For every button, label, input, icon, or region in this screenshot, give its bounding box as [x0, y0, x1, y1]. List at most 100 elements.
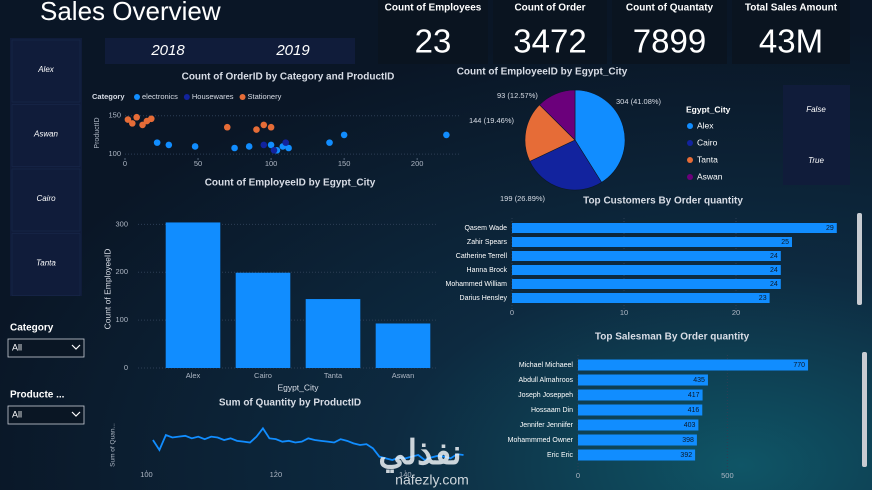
y-tick-label: Zahir Spears — [467, 239, 508, 246]
scatter-point — [245, 143, 253, 150]
x-tick-label: Cairo — [254, 371, 272, 380]
slicer-item[interactable] — [11, 168, 81, 232]
x-tick-label: 140 — [399, 470, 412, 479]
kpi-value: 43M — [759, 23, 823, 60]
kpi-value: 23 — [415, 23, 452, 60]
bar — [578, 359, 809, 371]
dropdown-chevron[interactable] — [71, 411, 81, 417]
bar — [578, 404, 703, 416]
scrollbar[interactable] — [857, 213, 862, 305]
year-button[interactable]: 2018 — [150, 42, 185, 59]
scatter-point — [270, 147, 278, 154]
x-tick-label: 20 — [732, 308, 740, 317]
scatter-point — [147, 115, 155, 123]
watermark-url: nafezly.com — [395, 472, 469, 488]
legend-marker — [239, 94, 246, 100]
watermark-text: نفذلي — [378, 434, 461, 473]
y-axis-label: ProductID — [94, 117, 101, 148]
legend-marker — [687, 123, 693, 129]
bar — [512, 265, 781, 275]
data-label: 24 — [770, 253, 778, 260]
kpi-value: 3472 — [513, 23, 586, 60]
slicer-item-label[interactable]: Aswan — [33, 130, 59, 139]
slicer-item[interactable] — [11, 233, 81, 296]
slicer-item-label[interactable]: False — [806, 105, 826, 114]
slicer-item-label[interactable]: Tanta — [36, 259, 56, 268]
data-label: 144 (19.46%) — [469, 116, 515, 125]
y-tick-label: Eric Eric — [547, 452, 574, 459]
dropdown-label: Producte ... — [10, 390, 65, 401]
bar — [578, 449, 696, 461]
y-tick-label: Mohammed William — [446, 281, 508, 288]
scatter-point — [153, 139, 161, 146]
y-tick-label: Qasem Wade — [464, 225, 507, 232]
kpi-title: Total Sales Amount — [745, 3, 838, 14]
x-tick-label: 10 — [620, 308, 628, 317]
bar — [578, 374, 708, 386]
slicer-item-label[interactable]: Cairo — [36, 194, 56, 203]
dropdown-chevron[interactable] — [71, 344, 81, 350]
data-label: 24 — [770, 267, 778, 274]
legend-label: Tanta — [697, 154, 718, 164]
scatter-point — [129, 120, 136, 127]
data-label: 435 — [693, 377, 705, 384]
chart-title: Count of EmployeeID by Egypt_City — [457, 67, 628, 78]
scatter-point — [285, 144, 292, 152]
data-label: 304 (41.08%) — [616, 97, 662, 106]
x-axis-label: Egypt_City — [277, 382, 319, 392]
data-label: 392 — [680, 452, 692, 459]
slicer-item-label[interactable]: True — [808, 156, 824, 165]
dropdown[interactable] — [7, 405, 85, 425]
bar — [375, 323, 431, 368]
x-tick-label: 0 — [123, 159, 127, 168]
legend-marker — [687, 140, 693, 146]
data-label: 25 — [781, 239, 789, 246]
slicer-item[interactable] — [11, 104, 81, 167]
slicer-item-label[interactable]: Alex — [37, 65, 55, 74]
pie-slice — [574, 89, 626, 183]
chart-title: Top Customers By Order quantity — [583, 196, 743, 207]
legend-label: electronics — [142, 92, 178, 101]
x-tick-label: 150 — [338, 159, 351, 168]
kpi-card — [493, 0, 607, 64]
data-label: 417 — [688, 392, 700, 399]
legend-label: Housewares — [192, 92, 234, 101]
legend-title: Category — [92, 92, 125, 101]
y-tick-label: Jennifer Jenniifer — [520, 422, 574, 429]
kpi-card — [732, 0, 850, 64]
scrollbar[interactable] — [862, 352, 867, 467]
scatter-point — [260, 121, 268, 129]
year-button[interactable]: 2019 — [275, 42, 310, 59]
slicer-item[interactable] — [11, 39, 81, 103]
y-tick-label: Michael Michaeel — [519, 362, 574, 369]
bar — [512, 251, 781, 261]
bar — [305, 299, 361, 368]
scatter-point — [165, 141, 173, 149]
legend-label: Cairo — [697, 137, 718, 147]
bar — [165, 222, 221, 368]
bar — [578, 434, 697, 446]
x-tick-label: 100 — [140, 470, 153, 479]
data-label: 29 — [826, 225, 834, 232]
pie-slice — [529, 139, 602, 191]
data-label: 398 — [682, 437, 694, 444]
scatter-point — [267, 123, 275, 131]
y-tick-label: 150 — [108, 111, 121, 120]
pie-slice — [524, 104, 576, 162]
y-tick-label: Hossaam Din — [531, 407, 573, 414]
y-tick-label: 0 — [124, 363, 128, 372]
x-tick-label: 0 — [510, 308, 514, 317]
bar — [578, 419, 699, 431]
kpi-card — [378, 0, 488, 64]
data-label: 770 — [793, 362, 805, 369]
y-tick-label: Hanna Brock — [467, 267, 508, 274]
dropdown-value: All — [12, 409, 22, 419]
data-label: 24 — [770, 281, 778, 288]
bar — [512, 279, 781, 289]
scatter-point — [133, 113, 140, 121]
y-tick-label: Abdull Almahroos — [519, 377, 574, 384]
x-tick-label: Tanta — [324, 371, 343, 380]
dropdown[interactable] — [7, 338, 85, 358]
legend-marker — [687, 174, 693, 180]
